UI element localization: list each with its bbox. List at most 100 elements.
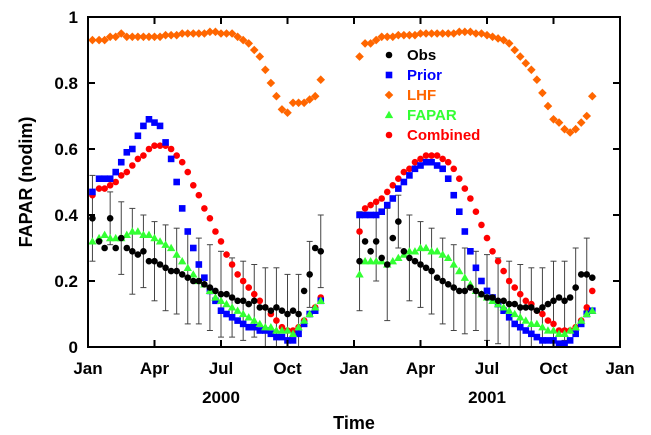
obs-point [289,307,297,315]
prior-point [95,175,103,182]
combined-point [173,152,180,159]
prior-point [223,310,230,318]
fapar-point [444,253,453,262]
x-tick-label: Apr [140,359,170,378]
x-tick-label: Oct [273,359,302,378]
combined-point [494,257,502,265]
lhf-point [438,29,447,38]
obs-point [472,287,480,295]
lhf-point [100,35,109,45]
prior-point [367,211,374,219]
combined-point [123,168,131,176]
obs-point [112,244,120,252]
combined-point [389,182,397,189]
combined-point [450,165,458,173]
combined-point [511,284,519,291]
lhf-point [587,91,597,101]
prior-point [273,333,280,341]
combined-point [489,248,496,255]
fapar-point [427,247,436,255]
obs-point [117,234,125,242]
fapar-point [311,303,320,311]
prior-point [544,337,552,344]
lhf-point [266,78,276,88]
combined-point [95,185,103,192]
fapar-point [571,323,580,331]
obs-point [262,304,269,311]
combined-point [140,152,147,159]
obs-point [151,257,158,265]
fapar-point [449,260,458,268]
prior-point [311,307,319,314]
combined-point [439,155,446,163]
combined-point [228,261,236,268]
lhf-point [128,32,137,42]
lhf-point [582,111,592,121]
lhf-point [277,105,287,114]
obs-point [284,310,291,318]
lhf-point [316,75,326,84]
prior-point [372,211,380,219]
prior-point [112,168,120,176]
obs-point [505,300,513,308]
combined-point [444,158,452,166]
combined-point [539,310,546,318]
combined-point [361,205,369,212]
y-tick-label: 0.2 [54,272,78,291]
lhf-point [122,32,132,42]
obs-point [516,304,524,311]
fapar-point [222,299,231,308]
fapar-point [288,329,298,337]
obs-point [201,281,208,288]
obs-point [89,215,96,222]
obs-point [134,251,142,258]
combined-point [217,238,225,245]
combined-point [505,277,513,285]
fapar-point [438,250,447,258]
combined-point [129,162,136,169]
fapar-point [266,323,276,331]
lhf-point [233,32,242,42]
combined-point [472,208,480,215]
combined-point [117,172,125,179]
combined-point [356,228,363,235]
legend-label-fapar: FAPAR [407,107,457,124]
lhf-point [139,32,148,42]
lhf-point [460,27,470,37]
fapar-point [172,250,181,258]
obs-point [295,310,302,318]
fapar-point [510,309,519,318]
fapar-point [582,309,591,318]
legend-marker-lhf [384,90,394,100]
combined-point [145,145,153,153]
obs-point [455,287,463,295]
obs-point [566,294,574,301]
prior-point [555,340,563,347]
combined-point [212,228,219,235]
fapar-point [244,313,253,321]
prior-point [140,122,147,130]
prior-point [123,149,131,156]
obs-point [422,264,430,272]
combined-point [378,195,386,202]
y-tick-label: 0.8 [54,74,78,93]
fapar-point [105,233,115,242]
prior-point [267,330,275,338]
prior-point [450,191,458,199]
prior-point [295,330,302,338]
prior-point [528,330,535,338]
combined-point [112,178,120,186]
obs-point [223,290,230,298]
lhf-point [172,30,181,40]
fapar-point [388,257,397,265]
combined-point [400,168,408,176]
lhf-point [377,32,387,42]
obs-point [494,297,502,305]
lhf-point [576,118,586,127]
combined-point [406,165,413,173]
y-tick-label: 0 [69,338,78,357]
combined-point [156,142,164,149]
combined-point [273,317,280,324]
axis-ticks-group: 0 0.2 0.4 0.6 0.8 1 Jan Apr Jul Oct Jan Apr Jul Oct Ja… [54,8,634,407]
